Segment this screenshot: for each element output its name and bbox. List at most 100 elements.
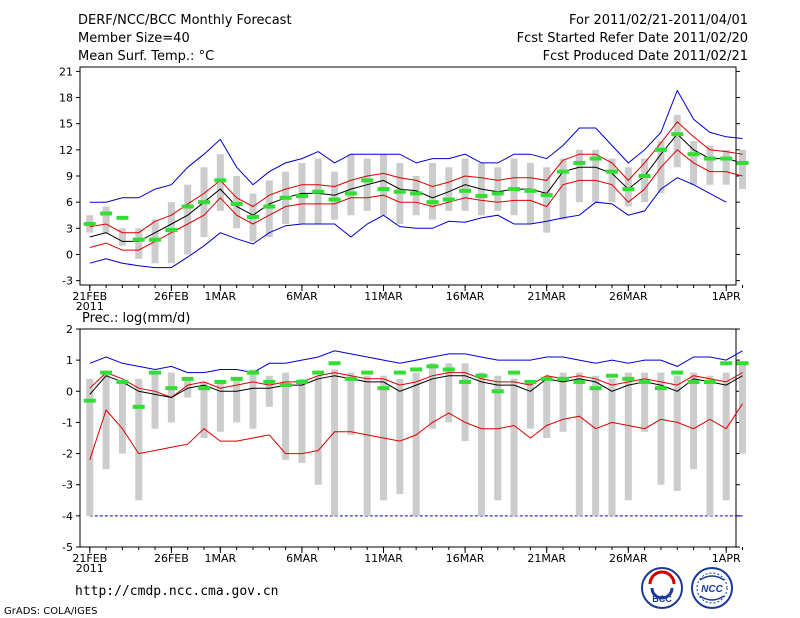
- temp-ytick-label: 0: [66, 248, 73, 261]
- prec-xtick-label: 1APR: [712, 552, 741, 565]
- prec-range-bar: [624, 372, 632, 501]
- prec-range-bar: [118, 381, 126, 454]
- temp-range-bar: [624, 167, 632, 207]
- prec-median-mark: [246, 370, 259, 375]
- prec-range-bar: [673, 375, 681, 491]
- prec-median-mark: [214, 379, 227, 384]
- prec-range-bar: [396, 378, 404, 495]
- prec-range-bar: [151, 372, 159, 429]
- prec-range-bar: [559, 372, 567, 432]
- temp-mean-plus-sd-line: [89, 121, 743, 234]
- temp-median-mark: [295, 194, 308, 199]
- prec-median-mark: [540, 376, 553, 381]
- prec-range-bar: [739, 363, 747, 454]
- prec-range-bar: [86, 378, 94, 516]
- prec-range-bar: [314, 375, 322, 485]
- prec-range-bar: [298, 378, 306, 463]
- prec-median-mark: [442, 367, 455, 372]
- prec-median-mark: [198, 386, 211, 391]
- temp-median-mark: [393, 189, 406, 194]
- temp-median-mark: [524, 188, 537, 193]
- temp-range-bar: [543, 167, 551, 233]
- prec-xtick-label: 16MAR: [446, 552, 485, 565]
- temp-median-mark: [312, 189, 325, 194]
- temp-range-bar: [428, 162, 436, 220]
- forecast-started-date: Fcst Started Refer Date 2011/02/20: [517, 31, 748, 46]
- prec-max-line: [89, 350, 743, 374]
- prec-median-mark: [100, 370, 113, 375]
- source-url[interactable]: http://cmdp.ncc.cma.gov.cn: [75, 584, 279, 599]
- prec-range-bar: [282, 372, 290, 460]
- variable-label: Mean Surf. Temp.: °C: [78, 49, 214, 64]
- temp-range-bar: [412, 176, 420, 216]
- temp-median-mark: [246, 214, 259, 219]
- prec-range-bar: [102, 372, 110, 470]
- prec-median-mark: [149, 370, 162, 375]
- prec-median-mark: [377, 386, 390, 391]
- prec-median-mark: [638, 379, 651, 384]
- temp-range-bar: [347, 154, 355, 216]
- prec-range-bar: [461, 363, 469, 442]
- temp-median-mark: [573, 160, 586, 165]
- prec-range-bar: [331, 369, 339, 516]
- prec-median-mark: [328, 361, 341, 366]
- temp-median-mark: [279, 195, 292, 200]
- temp-range-bar: [494, 167, 502, 211]
- prec-range-bar: [216, 381, 224, 432]
- prec-median-mark: [361, 370, 374, 375]
- temp-ytick-label: 6: [66, 196, 73, 209]
- bcc-logo: BCC: [641, 567, 683, 609]
- temp-median-mark: [671, 132, 684, 137]
- temp-median-mark: [508, 187, 521, 192]
- prec-range-bar: [575, 372, 583, 516]
- temp-range-bar: [739, 149, 747, 190]
- temp-mean-minus-sd-line: [89, 149, 743, 251]
- temp-xtick-label: 21FEB: [72, 290, 107, 303]
- prec-xtick-label: 21FEB: [72, 552, 107, 565]
- temp-median-mark: [442, 197, 455, 202]
- prec-median-mark: [475, 373, 488, 378]
- temp-xtick-label: 1APR: [712, 290, 741, 303]
- prec-median-mark: [165, 386, 178, 391]
- prec-range-bar: [608, 378, 616, 516]
- temp-median-mark: [426, 200, 439, 205]
- ncc-logo-text: NCC: [701, 584, 723, 595]
- precipitation-panel-frame: [79, 328, 737, 548]
- temp-median-mark: [736, 160, 749, 165]
- prec-median-mark: [573, 379, 586, 384]
- temp-median-mark: [214, 178, 227, 183]
- temp-max-line: [89, 89, 743, 203]
- prec-median-mark: [426, 364, 439, 369]
- prec-median-mark: [703, 379, 716, 384]
- prec-median-mark: [524, 379, 537, 384]
- prec-ytick-label: -5: [62, 541, 73, 554]
- prec-range-bar: [526, 381, 534, 429]
- temp-median-mark: [589, 156, 602, 161]
- member-size: Member Size=40: [78, 31, 190, 46]
- prec-mean-line: [89, 375, 743, 399]
- temp-median-mark: [149, 237, 162, 242]
- prec-range-bar: [412, 372, 420, 516]
- temp-median-mark: [263, 204, 276, 209]
- prec-range-bar: [428, 363, 436, 429]
- prec-range-bar: [200, 381, 208, 438]
- prec-median-mark: [508, 370, 521, 375]
- temp-median-mark: [181, 204, 194, 209]
- prec-mean-plus-sd-line: [89, 372, 743, 399]
- temp-median-mark: [410, 191, 423, 196]
- prec-range-bar: [135, 378, 143, 501]
- temp-range-bar: [592, 149, 600, 203]
- prec-range-bar: [592, 375, 600, 516]
- temp-range-bar: [673, 114, 681, 168]
- prec-xtick-label: 21MAR: [527, 552, 566, 565]
- chart-title: DERF/NCC/BCC Monthly Forecast: [78, 13, 292, 28]
- temp-median-mark: [83, 221, 96, 226]
- temp-median-mark: [622, 187, 635, 192]
- prec-range-bar: [510, 378, 518, 516]
- temp-median-mark: [116, 215, 129, 220]
- temp-xtick-year: 2011: [76, 300, 104, 313]
- prec-median-mark: [295, 379, 308, 384]
- prec-xtick-label: 26FEB: [154, 552, 189, 565]
- temp-median-mark: [459, 188, 472, 193]
